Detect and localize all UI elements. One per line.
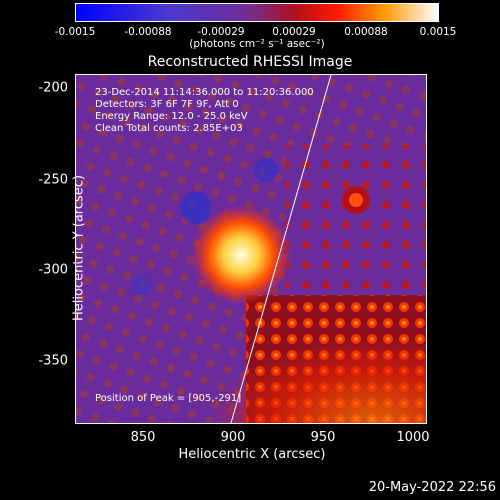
x-axis-label: Heliocentric X (arcsec) [178,447,326,462]
x-tick: 1000 [396,430,430,445]
x-tick: 950 [310,430,336,445]
peak-position-label: Position of Peak = [905,-291] [95,393,242,404]
x-tick: 900 [220,430,246,445]
colorbar [75,3,439,22]
info-clean-counts: Clean Total counts: 2.85E+03 [95,123,243,134]
colorbar-tick: 0.0015 [419,26,457,38]
colorbar-units: (photons cm⁻² s⁻¹ asec⁻²) [189,38,325,50]
colorbar-tick: -0.0015 [54,26,96,38]
info-time-range: 23-Dec-2014 11:14:36.000 to 11:20:36.000 [95,87,314,98]
info-detectors: Detectors: 3F 6F 7F 9F, Att 0 [95,99,239,110]
solar-limb-line [230,75,332,423]
date-stamp: 20-May-2022 22:56 [368,480,496,495]
y-axis-label: Heliocentric Y (arcsec) [71,175,87,321]
colorbar-tick: 0.00088 [344,26,388,38]
image-canvas [76,75,426,423]
info-energy-range: Energy Range: 12.0 - 25.0 keV [95,111,248,122]
rhessi-image: 23-Dec-2014 11:14:36.000 to 11:20:36.000… [75,74,427,424]
y-tick: -350 [38,353,68,369]
x-tick: 850 [130,430,156,445]
y-tick: -250 [38,172,68,188]
colorbar-tick: -0.00029 [197,26,245,38]
colorbar-tick: 0.00029 [272,26,316,38]
y-tick: -200 [38,80,68,96]
colorbar-tick: -0.00088 [124,26,172,38]
y-tick: -300 [38,262,68,278]
plot-title: Reconstructed RHESSI Image [147,54,353,70]
